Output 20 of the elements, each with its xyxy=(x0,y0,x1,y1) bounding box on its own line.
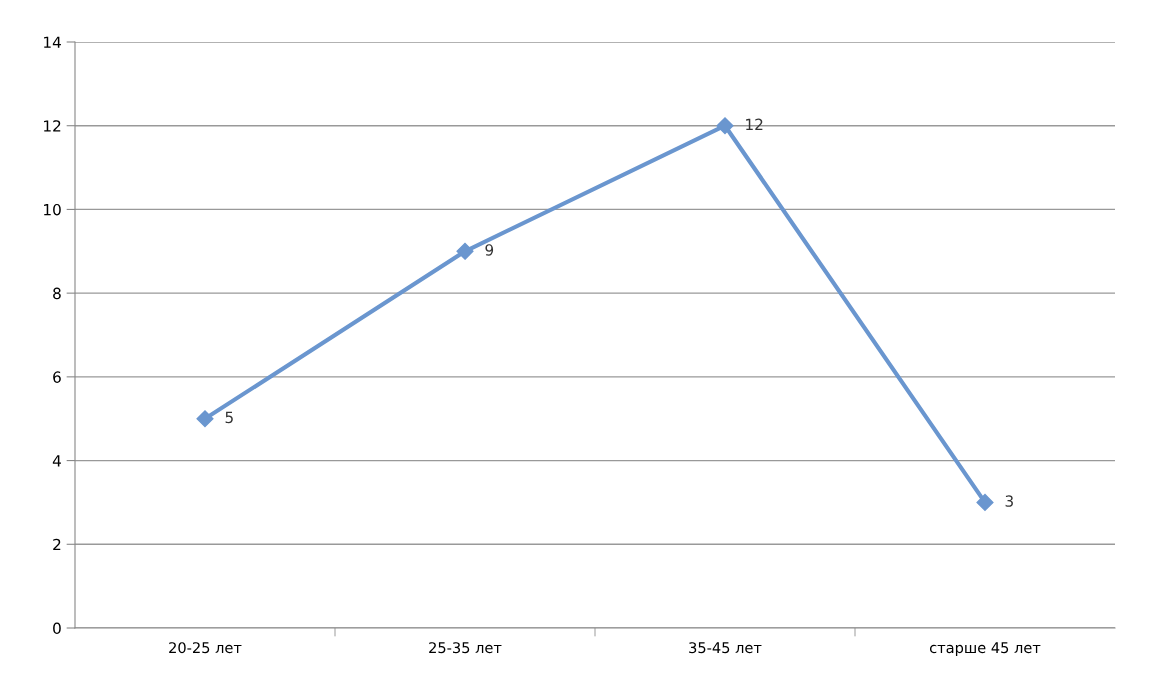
y-tick-label: 6 xyxy=(53,371,61,383)
y-tick-label: 12 xyxy=(44,120,61,132)
data-label: 3 xyxy=(1005,495,1013,507)
data-label: 5 xyxy=(225,411,233,424)
point xyxy=(976,493,994,511)
data-label: 12 xyxy=(746,118,763,130)
data-label: 9 xyxy=(485,244,494,256)
y-tick-label: 4 xyxy=(52,455,61,467)
y-tick-label: 14 xyxy=(44,36,61,48)
point xyxy=(456,242,474,260)
y-tick-label: 8 xyxy=(53,287,61,300)
y-tick-label: 10 xyxy=(44,203,61,216)
point xyxy=(196,410,214,428)
y-tick-label: 0 xyxy=(53,622,61,635)
x-tick-label: старше 45 лет xyxy=(929,642,1041,656)
x-tick-label: 35-45 лет xyxy=(689,642,762,654)
point xyxy=(716,117,734,135)
y-tick-label: 2 xyxy=(53,538,61,551)
x-tick-label: 20-25 лет xyxy=(169,642,242,654)
x-tick-label: 25-35 лет xyxy=(429,642,502,654)
